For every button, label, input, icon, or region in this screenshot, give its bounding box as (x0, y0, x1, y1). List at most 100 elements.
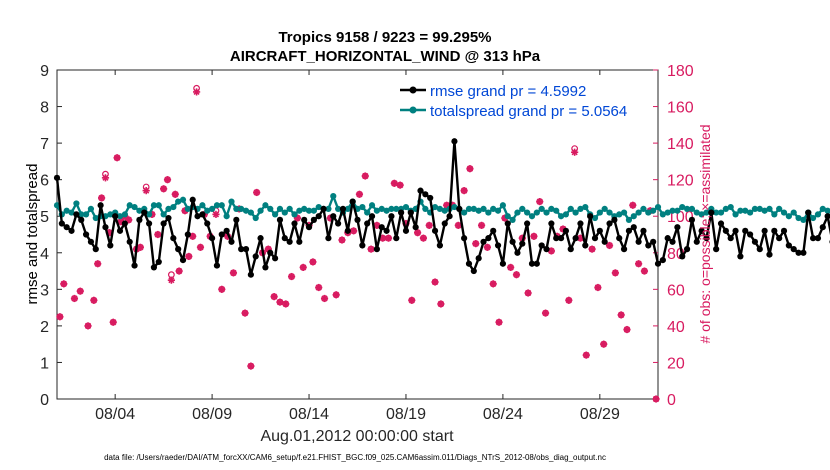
obs-assimilated-point (541, 309, 550, 317)
y2-tick-label: 140 (667, 136, 694, 153)
x-axis-label: Aug.01,2012 00:00:00 start (260, 428, 454, 445)
totalspread-point (480, 205, 487, 213)
obs-assimilated-point (276, 298, 284, 306)
obs-assimilated-point (70, 294, 79, 303)
totalspread-point (601, 205, 608, 213)
totalspread-point (431, 203, 439, 211)
rmse-point (126, 238, 133, 245)
totalspread-point (771, 211, 778, 218)
obs-assimilated-point (507, 263, 515, 271)
rmse-point (257, 235, 264, 242)
rmse-point (402, 227, 410, 234)
totalspread-point (218, 202, 225, 209)
rmse-point (814, 235, 822, 242)
obs-assimilated-point (97, 194, 106, 202)
rmse-point (116, 227, 124, 234)
obs-assimilated-point (142, 187, 150, 195)
totalspread-point (335, 205, 342, 213)
y-tick-label: 3 (40, 282, 49, 299)
obs-assimilated-point (309, 258, 317, 266)
y-tick-label: 4 (40, 246, 49, 263)
rmse-point (218, 231, 225, 238)
totalspread-point (751, 205, 759, 213)
totalspread-point (330, 193, 337, 200)
rmse-point (213, 262, 221, 269)
rmse-point (136, 216, 143, 223)
totalspread-point (247, 209, 254, 216)
obs-assimilated-point (629, 201, 637, 209)
totalspread-point (635, 209, 642, 216)
rmse-point (722, 227, 729, 234)
rmse-point (557, 235, 565, 242)
rmse-point (393, 235, 400, 242)
totalspread-point (82, 211, 90, 218)
totalspread-point (78, 211, 85, 218)
totalspread-point (160, 211, 167, 218)
totalspread-point (272, 211, 279, 218)
rmse-point (388, 213, 395, 220)
rmse-point (305, 224, 313, 231)
rmse-point (92, 246, 99, 253)
legend: rmse grand pr = 4.5992 totalspread grand… (400, 83, 627, 120)
x-tick-label: 08/04 (95, 406, 135, 423)
totalspread-point (577, 205, 584, 213)
y-tick-label: 0 (40, 392, 49, 409)
rmse-point (398, 209, 405, 216)
totalspread-point (780, 209, 788, 216)
obs-assimilated-point (315, 283, 323, 292)
rmse-point (654, 260, 662, 267)
rmse-point (223, 227, 230, 234)
obs-assimilated-point (56, 313, 64, 321)
rmse-point (349, 198, 356, 205)
rmse-point (446, 213, 453, 220)
obs-assimilated-point (282, 300, 290, 308)
y2-tick-label: 180 (667, 63, 694, 80)
obs-assimilated-point (652, 395, 660, 403)
rmse-point (422, 191, 429, 198)
totalspread-point (383, 207, 390, 214)
totalspread-point (199, 202, 206, 209)
totalspread-point (150, 202, 158, 209)
rmse-point (698, 227, 705, 234)
y-tick-label: 7 (40, 136, 49, 153)
rmse-point (470, 267, 477, 275)
rmse-point (281, 235, 288, 242)
rmse-point (577, 220, 584, 227)
rmse-point (742, 227, 749, 234)
rmse-point (247, 271, 254, 278)
totalspread-point (703, 209, 710, 216)
obs-assimilated-point (425, 221, 433, 229)
totalspread-point (291, 211, 298, 218)
totalspread-point (470, 205, 477, 213)
totalspread-point (800, 216, 807, 223)
y2-axis-label: # of obs: o=possible; ×=assimilated (697, 124, 713, 343)
totalspread-point (795, 214, 802, 222)
totalspread-point (87, 205, 95, 213)
rmse-point (383, 227, 390, 234)
rmse-point (189, 196, 196, 203)
totalspread-point (494, 207, 502, 214)
rmse-point (562, 227, 570, 234)
obs-assimilated-point (136, 243, 144, 251)
rmse-point (688, 216, 696, 223)
rmse-point (121, 220, 128, 227)
totalspread-point (179, 196, 187, 203)
rmse-point (82, 231, 90, 238)
obs-assimilated-point (109, 318, 117, 326)
rmse-point (208, 235, 216, 242)
rmse-point (233, 216, 240, 223)
rmse-point (683, 246, 691, 253)
totalspread-point (596, 209, 603, 216)
obs-assimilated-point (90, 296, 98, 304)
totalspread-point (669, 207, 676, 214)
totalspread-point (499, 202, 507, 209)
y-tick-label: 1 (40, 355, 49, 372)
rmse-point (267, 249, 274, 256)
totalspread-point (509, 216, 516, 223)
totalspread-point (310, 207, 317, 214)
obs-assimilated-point (384, 234, 393, 242)
rmse-point (591, 235, 599, 242)
rmse-point (368, 213, 376, 220)
obs-assimilated-point (247, 362, 255, 370)
totalspread-point (557, 213, 565, 220)
